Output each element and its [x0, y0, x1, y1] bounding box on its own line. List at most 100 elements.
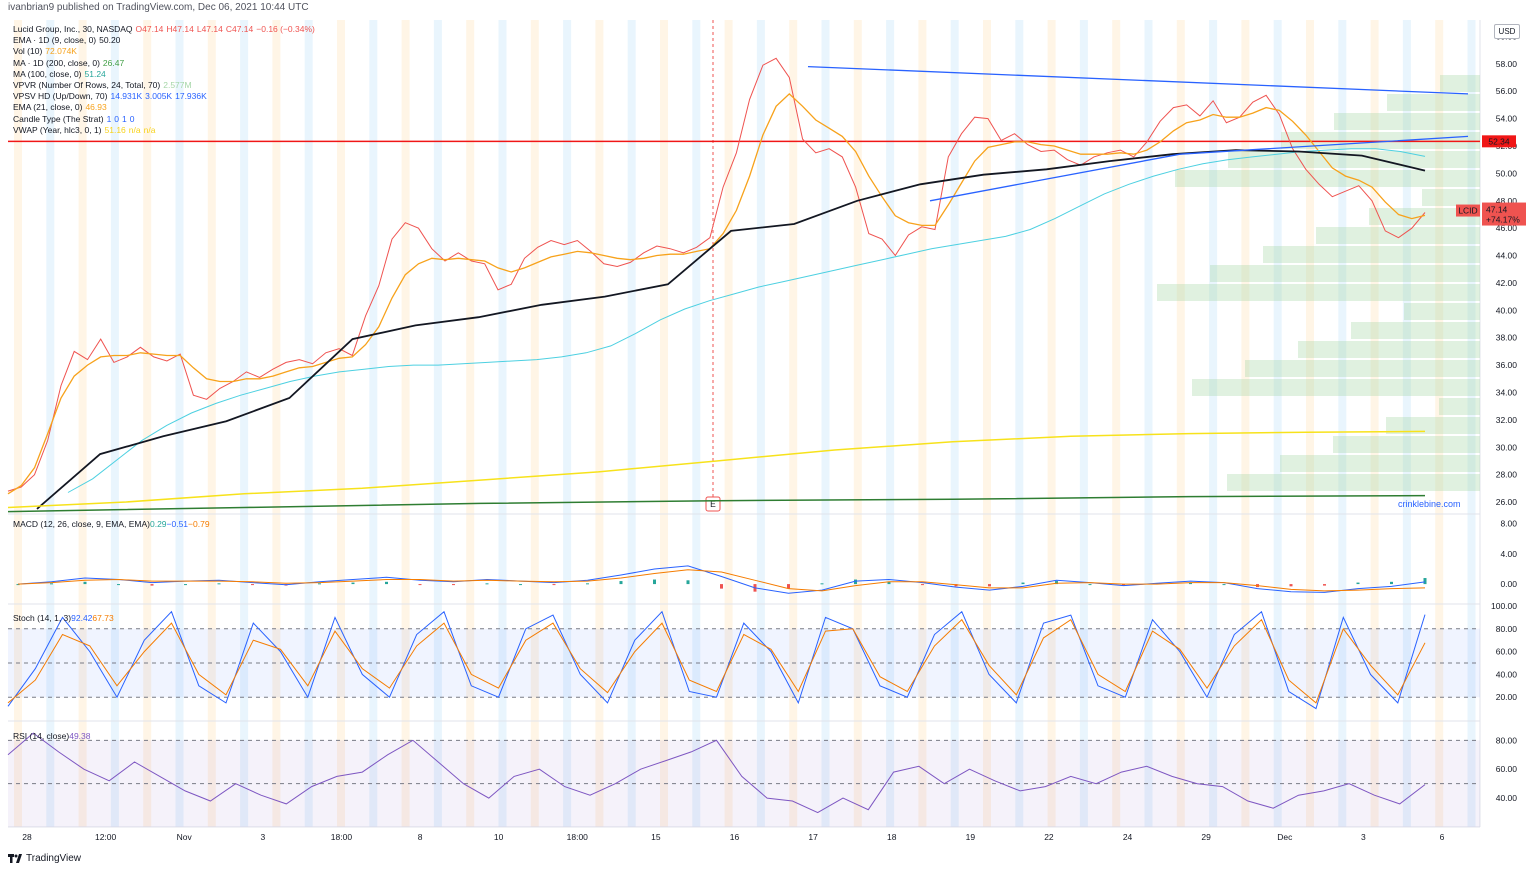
macd-histogram-bar	[452, 584, 455, 586]
session-stripe	[530, 20, 539, 827]
price-axis-tick: 54.00	[1496, 114, 1518, 124]
session-stripe	[1241, 20, 1250, 827]
price-axis-tick: 38.00	[1496, 333, 1518, 343]
price-series-line	[67, 148, 1426, 493]
session-stripe	[660, 20, 668, 827]
resistance-badge-text: 52.34	[1488, 136, 1510, 146]
volume-profile-bar	[1422, 189, 1480, 206]
macd-histogram-bar	[1222, 584, 1226, 586]
legend-label: Vol (10)	[13, 46, 43, 57]
resistance-badge	[1482, 135, 1516, 148]
volume-profile-bar	[1298, 341, 1480, 358]
legend-value: −0.79	[188, 519, 210, 529]
macd-histogram-bar	[820, 583, 824, 585]
legend-row[interactable]: VPSV HD (Up/Down, 70) 14.931K 3.005K 17.936…	[13, 91, 315, 102]
price-axis-tick: 32.00	[1496, 415, 1518, 425]
legend-value: 1	[122, 113, 127, 124]
session-stripe	[789, 20, 798, 827]
time-axis-tick: Nov	[177, 832, 193, 842]
time-axis-tick: 3	[1361, 832, 1366, 842]
legend-label: VPSV HD (Up/Down, 70)	[13, 91, 108, 102]
last-change-badge-text: +74.17%	[1486, 215, 1520, 225]
price-axis-tick: 58.00	[1496, 59, 1518, 69]
macd-histogram-bar	[787, 584, 790, 589]
rsi-axis-tick: 80.00	[1496, 735, 1518, 745]
legend-row[interactable]: EMA (21, close, 0) 46.93	[13, 102, 315, 113]
legend-row[interactable]: Lucid Group, Inc., 30, NASDAQ O47.14 H47.1…	[13, 24, 315, 35]
session-stripe	[1047, 20, 1056, 827]
legend-row[interactable]: EMA · 1D (9, close, 0) 50.20	[13, 35, 315, 46]
macd-axis-tick: 8.00	[1500, 519, 1517, 529]
publisher-header: ivanbrian9 published on TradingView.com,…	[8, 2, 309, 13]
legend-row[interactable]: Vol (10) 72.074K	[13, 46, 315, 57]
time-axis-tick: 3	[260, 832, 265, 842]
last-price-badge	[1482, 202, 1526, 226]
macd-histogram-bar	[1289, 584, 1293, 587]
session-stripe	[369, 20, 378, 827]
price-series-line	[7, 494, 1426, 513]
legend-value: 17.936K	[175, 91, 207, 102]
legend-row[interactable]: MA · 1D (200, close, 0) 26.47	[13, 58, 315, 69]
volume-profile-bar	[1316, 227, 1480, 244]
price-series-line	[7, 93, 1426, 495]
legend-row[interactable]: Candle Type (The Strat) 1 0 1 0	[13, 114, 315, 125]
volume-profile-bar	[1157, 284, 1480, 301]
session-stripe	[1370, 20, 1379, 827]
session-stripe	[1467, 20, 1476, 827]
volume-profile-bar	[1351, 322, 1480, 339]
session-stripe	[756, 20, 765, 827]
legend-row[interactable]: MA (100, close, 0) 51.24	[13, 69, 315, 80]
legend-value: 51.16	[104, 124, 126, 135]
legend-row[interactable]: Stoch (14, 1, 3)92.4267.73	[13, 613, 114, 623]
legend-value: −0.16 (−0.34%)	[256, 24, 315, 34]
session-stripe	[1209, 20, 1218, 827]
session-stripe	[207, 20, 216, 827]
macd-histogram-bar	[1423, 578, 1427, 585]
session-stripe	[433, 20, 442, 827]
trendline	[929, 135, 1469, 202]
ticker-badge-text: LCID	[1458, 206, 1477, 216]
rsi-line	[7, 732, 1426, 814]
session-stripe	[304, 20, 313, 827]
session-stripe	[918, 20, 927, 827]
session-stripe	[1402, 20, 1411, 827]
macd-histogram-bar	[184, 584, 187, 586]
macd-histogram-bar	[16, 584, 20, 586]
macd-histogram-bar	[1323, 584, 1326, 586]
volume-profile-bar	[1245, 360, 1480, 377]
macd-histogram-bar	[552, 584, 556, 586]
legend-value: 49.38	[69, 731, 91, 741]
price-series-line	[7, 57, 1426, 492]
legend-row[interactable]: VPVR (Number Of Rows, 24, Total, 70) 2.57…	[13, 80, 315, 91]
legend-row[interactable]: VWAP (Year, hlc3, 0, 1) 51.16 n/a n/a	[13, 125, 315, 136]
earnings-marker-label: E	[710, 499, 716, 509]
currency-label[interactable]: USD	[1494, 24, 1520, 39]
session-stripe	[401, 20, 410, 827]
volume-profile-bar	[1440, 75, 1480, 92]
volume-profile-bar	[1386, 417, 1480, 434]
legend-row[interactable]: MACD (12, 26, close, 9, EMA, EMA)0.29−0.…	[13, 519, 210, 529]
session-stripe	[1273, 20, 1282, 827]
main-legend: Lucid Group, Inc., 30, NASDAQ O47.14 H47.1…	[13, 24, 315, 136]
legend-value: 0	[114, 113, 120, 124]
macd-histogram-bar	[318, 583, 321, 585]
legend-row[interactable]: RSI (14, close)49.38	[13, 731, 91, 741]
macd-histogram-bar	[251, 584, 254, 586]
legend-label: EMA (21, close, 0)	[13, 102, 83, 113]
stoch-line	[7, 618, 1426, 704]
time-axis-tick: 28	[22, 832, 32, 842]
time-axis-tick: 15	[651, 832, 661, 842]
volume-profile-bar	[1192, 379, 1480, 396]
time-axis-tick: 16	[730, 832, 740, 842]
price-axis-tick: 30.00	[1496, 442, 1518, 452]
session-stripe	[175, 20, 184, 827]
macd-histogram-bar	[1088, 584, 1092, 586]
legend-value: 92.42	[71, 613, 93, 623]
stoch-legend: Stoch (14, 1, 3)92.4267.73	[13, 613, 114, 623]
session-stripe	[563, 20, 572, 827]
volume-profile-bar	[1263, 246, 1480, 263]
session-stripe	[724, 20, 733, 827]
footer-brand: TradingView	[26, 853, 82, 864]
macd-histogram-bar	[1021, 582, 1025, 585]
